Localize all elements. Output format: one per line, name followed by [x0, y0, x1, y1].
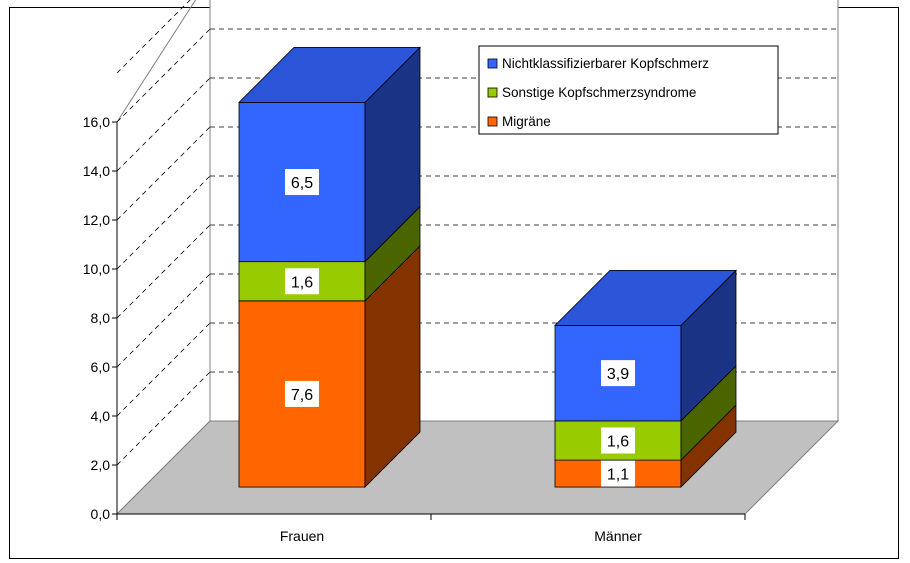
- bar-segment-0-2: [238, 102, 366, 263]
- data-label: 1,6: [291, 274, 313, 291]
- legend-swatch: [487, 116, 498, 127]
- data-label-bg: [601, 360, 635, 387]
- gridline-side: [116, 175, 211, 270]
- legend-label: Sonstige Kopfschmerzsyndrome: [502, 85, 696, 100]
- y-tick-label: 14,0: [83, 163, 110, 179]
- legend: Nichtklassifizierbarer Kopfschmerz Sonsti…: [478, 45, 779, 135]
- gridline-side: [116, 273, 211, 368]
- gridline-side: [116, 322, 211, 417]
- legend-swatch: [487, 87, 498, 98]
- data-label-bg: [285, 380, 319, 407]
- gridline-side: [116, 371, 211, 466]
- legend-label: Nichtklassifizierbarer Kopfschmerz: [502, 56, 709, 71]
- data-label: 1,1: [607, 467, 629, 484]
- y-tick-label: 16,0: [83, 114, 110, 130]
- data-label: 7,6: [291, 387, 313, 404]
- bar-top-0: [238, 47, 421, 103]
- x-tick-label: Männer: [594, 528, 642, 544]
- gridline-side: [116, 28, 211, 123]
- side-wall-top-edge: [116, 0, 197, 123]
- data-label-bg: [601, 460, 635, 487]
- data-label-bg: [285, 268, 319, 295]
- gridline-side: [116, 0, 191, 74]
- y-tick-label: 10,0: [83, 261, 110, 277]
- legend-box: [478, 45, 779, 135]
- gridline-side: [116, 126, 211, 221]
- data-label-bg: [285, 169, 319, 196]
- y-tick-label: 2,0: [91, 457, 111, 473]
- y-tick-label: 0,0: [91, 506, 111, 522]
- y-tick-label: 8,0: [91, 310, 111, 326]
- gridline-side: [116, 224, 211, 319]
- data-label: 6,5: [291, 175, 313, 192]
- data-label: 3,9: [607, 366, 629, 383]
- data-label: 1,6: [607, 434, 629, 451]
- data-label-bg: [601, 427, 635, 454]
- y-tick-label: 6,0: [91, 359, 111, 375]
- legend-label: Migräne: [502, 114, 551, 129]
- legend-swatch: [487, 58, 498, 69]
- bar-top-1: [554, 269, 737, 326]
- gridline-side: [116, 77, 211, 172]
- y-tick-label: 4,0: [91, 408, 111, 424]
- x-tick-label: Frauen: [280, 528, 324, 544]
- y-tick-label: 12,0: [83, 212, 110, 228]
